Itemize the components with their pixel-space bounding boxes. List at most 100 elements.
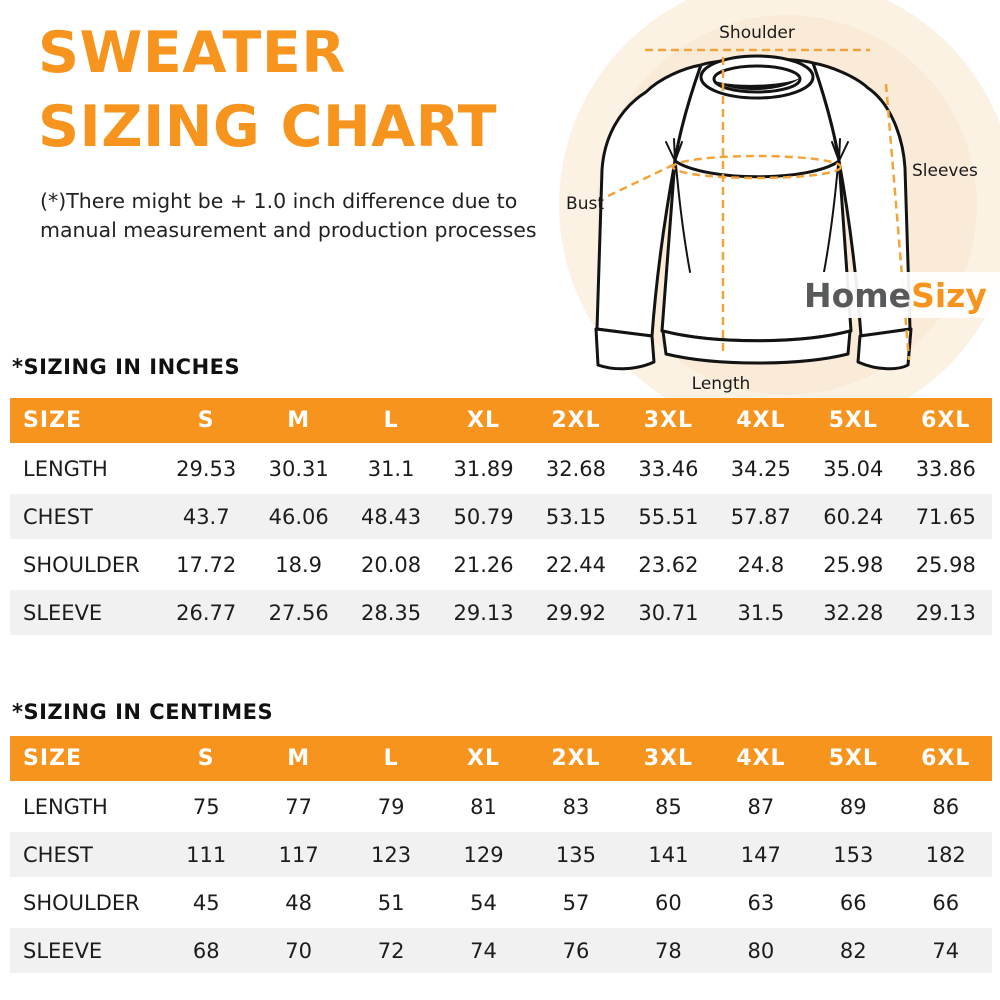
value-cell: 24.8 [737, 552, 785, 577]
value-cell: 66 [839, 890, 867, 915]
centimes-section-heading: *SIZING IN CENTIMES [12, 700, 274, 724]
header-row: SIZE S M L XL 2XL 3XL 4XL 5XL 6XL [10, 398, 992, 443]
value-cell: 31.89 [453, 456, 514, 481]
value-cell: 135 [555, 842, 597, 867]
table-row: SLEEVE 26.77 27.56 28.35 29.13 29.92 30.71 31.5… [10, 590, 992, 635]
value-cell: 68 [192, 938, 220, 963]
measurement-lines [607, 48, 911, 361]
table-row: LENGTH 29.53 30.31 31.1 31.89 32.68 33.46 34.25… [10, 446, 992, 491]
sleeves-label: Sleeves [912, 161, 978, 181]
column-header-xl: XL [437, 398, 530, 443]
value-cell: 63 [747, 890, 775, 915]
value-cell: 81 [470, 794, 497, 819]
table-row: CHEST 43.7 46.06 48.43 50.79 53.15 55.51 57.87 6… [10, 494, 992, 539]
header-row: SIZE S M L XL 2XL 3XL 4XL 5XL 6XL [10, 736, 992, 781]
value-cell: 31.1 [367, 456, 415, 481]
value-cell: 43.7 [182, 504, 230, 529]
value-cell: 35.04 [823, 456, 884, 481]
value-cell: 74 [932, 938, 960, 963]
value-cell: 34.25 [730, 456, 791, 481]
table-row: SHOULDER 45 48 51 54 57 60 63 66 66 [10, 880, 992, 925]
column-header-s: S [160, 736, 253, 781]
column-header-6xl: 6XL [899, 398, 992, 443]
value-cell: 32.68 [545, 456, 607, 481]
column-header-l: L [344, 736, 438, 781]
disclaimer-text: (*)There might be + 1.0 inch difference … [40, 189, 537, 242]
table-row: SLEEVE 68 70 72 74 76 78 80 82 74 [10, 928, 992, 973]
value-cell: 30.71 [638, 600, 699, 625]
collar-shadow [715, 78, 800, 91]
value-cell: 75 [192, 794, 220, 819]
brand-logo: HomeSizy [798, 272, 1000, 318]
column-header-l: L [344, 398, 438, 443]
value-cell: 26.77 [176, 600, 237, 625]
value-cell: 83 [562, 794, 590, 819]
size-column-header: SIZE [10, 736, 160, 781]
column-header-3xl: 3XL [622, 736, 715, 781]
table-row: LENGTH 75 77 79 81 83 85 87 89 86 [10, 784, 992, 829]
value-cell: 54 [470, 890, 497, 915]
page-title: SWEATER SIZING CHART [38, 20, 497, 161]
column-header-5xl: 5XL [807, 398, 900, 443]
value-cell: 80 [747, 938, 775, 963]
row-label: SLEEVE [23, 600, 103, 625]
row-label: CHEST [23, 504, 93, 529]
value-cell: 77 [285, 794, 313, 819]
column-header-2xl: 2XL [529, 398, 623, 443]
brand-home: Home [804, 276, 911, 315]
value-cell: 70 [285, 938, 313, 963]
value-cell: 60.24 [823, 504, 884, 529]
value-cell: 31.5 [737, 600, 785, 625]
column-header-4xl: 4XL [714, 398, 808, 443]
value-cell: 48 [285, 890, 313, 915]
bust-measure-ellipse [671, 154, 843, 180]
sleeve-measure-line [884, 83, 911, 361]
value-cell: 111 [186, 842, 227, 867]
value-cell: 45 [192, 890, 220, 915]
column-header-m: M [252, 736, 345, 781]
sweater-diagram: Shoulder Sleeves Bust Length HomeSizy [559, 0, 1000, 402]
value-cell: 129 [463, 842, 504, 867]
sizing-table-inches: SIZE S M L XL 2XL 3XL 4XL 5XL 6XL LENGTH 29.53 30.31… [10, 395, 992, 638]
value-cell: 50.79 [453, 504, 514, 529]
column-header-2xl: 2XL [529, 736, 623, 781]
value-cell: 182 [925, 842, 966, 867]
sizing-table-centimes: SIZE S M L XL 2XL 3XL 4XL 5XL 6XL LENGTH 75 77 79 81 83… [10, 733, 992, 976]
svg-text:HomeSizy: HomeSizy [804, 276, 987, 315]
value-cell: 29.13 [453, 600, 514, 625]
value-cell: 33.46 [638, 456, 699, 481]
crease-lines [665, 138, 849, 273]
value-cell: 30.31 [268, 456, 329, 481]
column-header-4xl: 4XL [714, 736, 808, 781]
value-cell: 53.15 [545, 504, 607, 529]
value-cell: 74 [470, 938, 497, 963]
column-header-3xl: 3XL [622, 398, 715, 443]
value-cell: 60 [655, 890, 682, 915]
column-header-5xl: 5XL [807, 736, 900, 781]
value-cell: 147 [740, 842, 781, 867]
value-cell: 25.98 [915, 552, 976, 577]
value-cell: 29.53 [176, 456, 237, 481]
value-cell: 25.98 [823, 552, 884, 577]
value-cell: 18.9 [275, 552, 323, 577]
value-cell: 28.35 [361, 600, 422, 625]
value-cell: 87 [747, 794, 775, 819]
value-cell: 32.28 [823, 600, 884, 625]
value-cell: 29.13 [915, 600, 976, 625]
row-label: SLEEVE [23, 938, 103, 963]
value-cell: 123 [371, 842, 412, 867]
value-cell: 57 [562, 890, 590, 915]
column-header-s: S [160, 398, 253, 443]
value-cell: 46.06 [268, 504, 329, 529]
row-label: SHOULDER [23, 890, 140, 915]
value-cell: 21.26 [453, 552, 514, 577]
value-cell: 153 [833, 842, 874, 867]
row-label: CHEST [23, 842, 93, 867]
sweater-illustration [594, 54, 913, 371]
row-label: LENGTH [23, 794, 108, 819]
value-cell: 20.08 [361, 552, 422, 577]
value-cell: 89 [839, 794, 867, 819]
value-cell: 51 [377, 890, 405, 915]
value-cell: 33.86 [915, 456, 976, 481]
